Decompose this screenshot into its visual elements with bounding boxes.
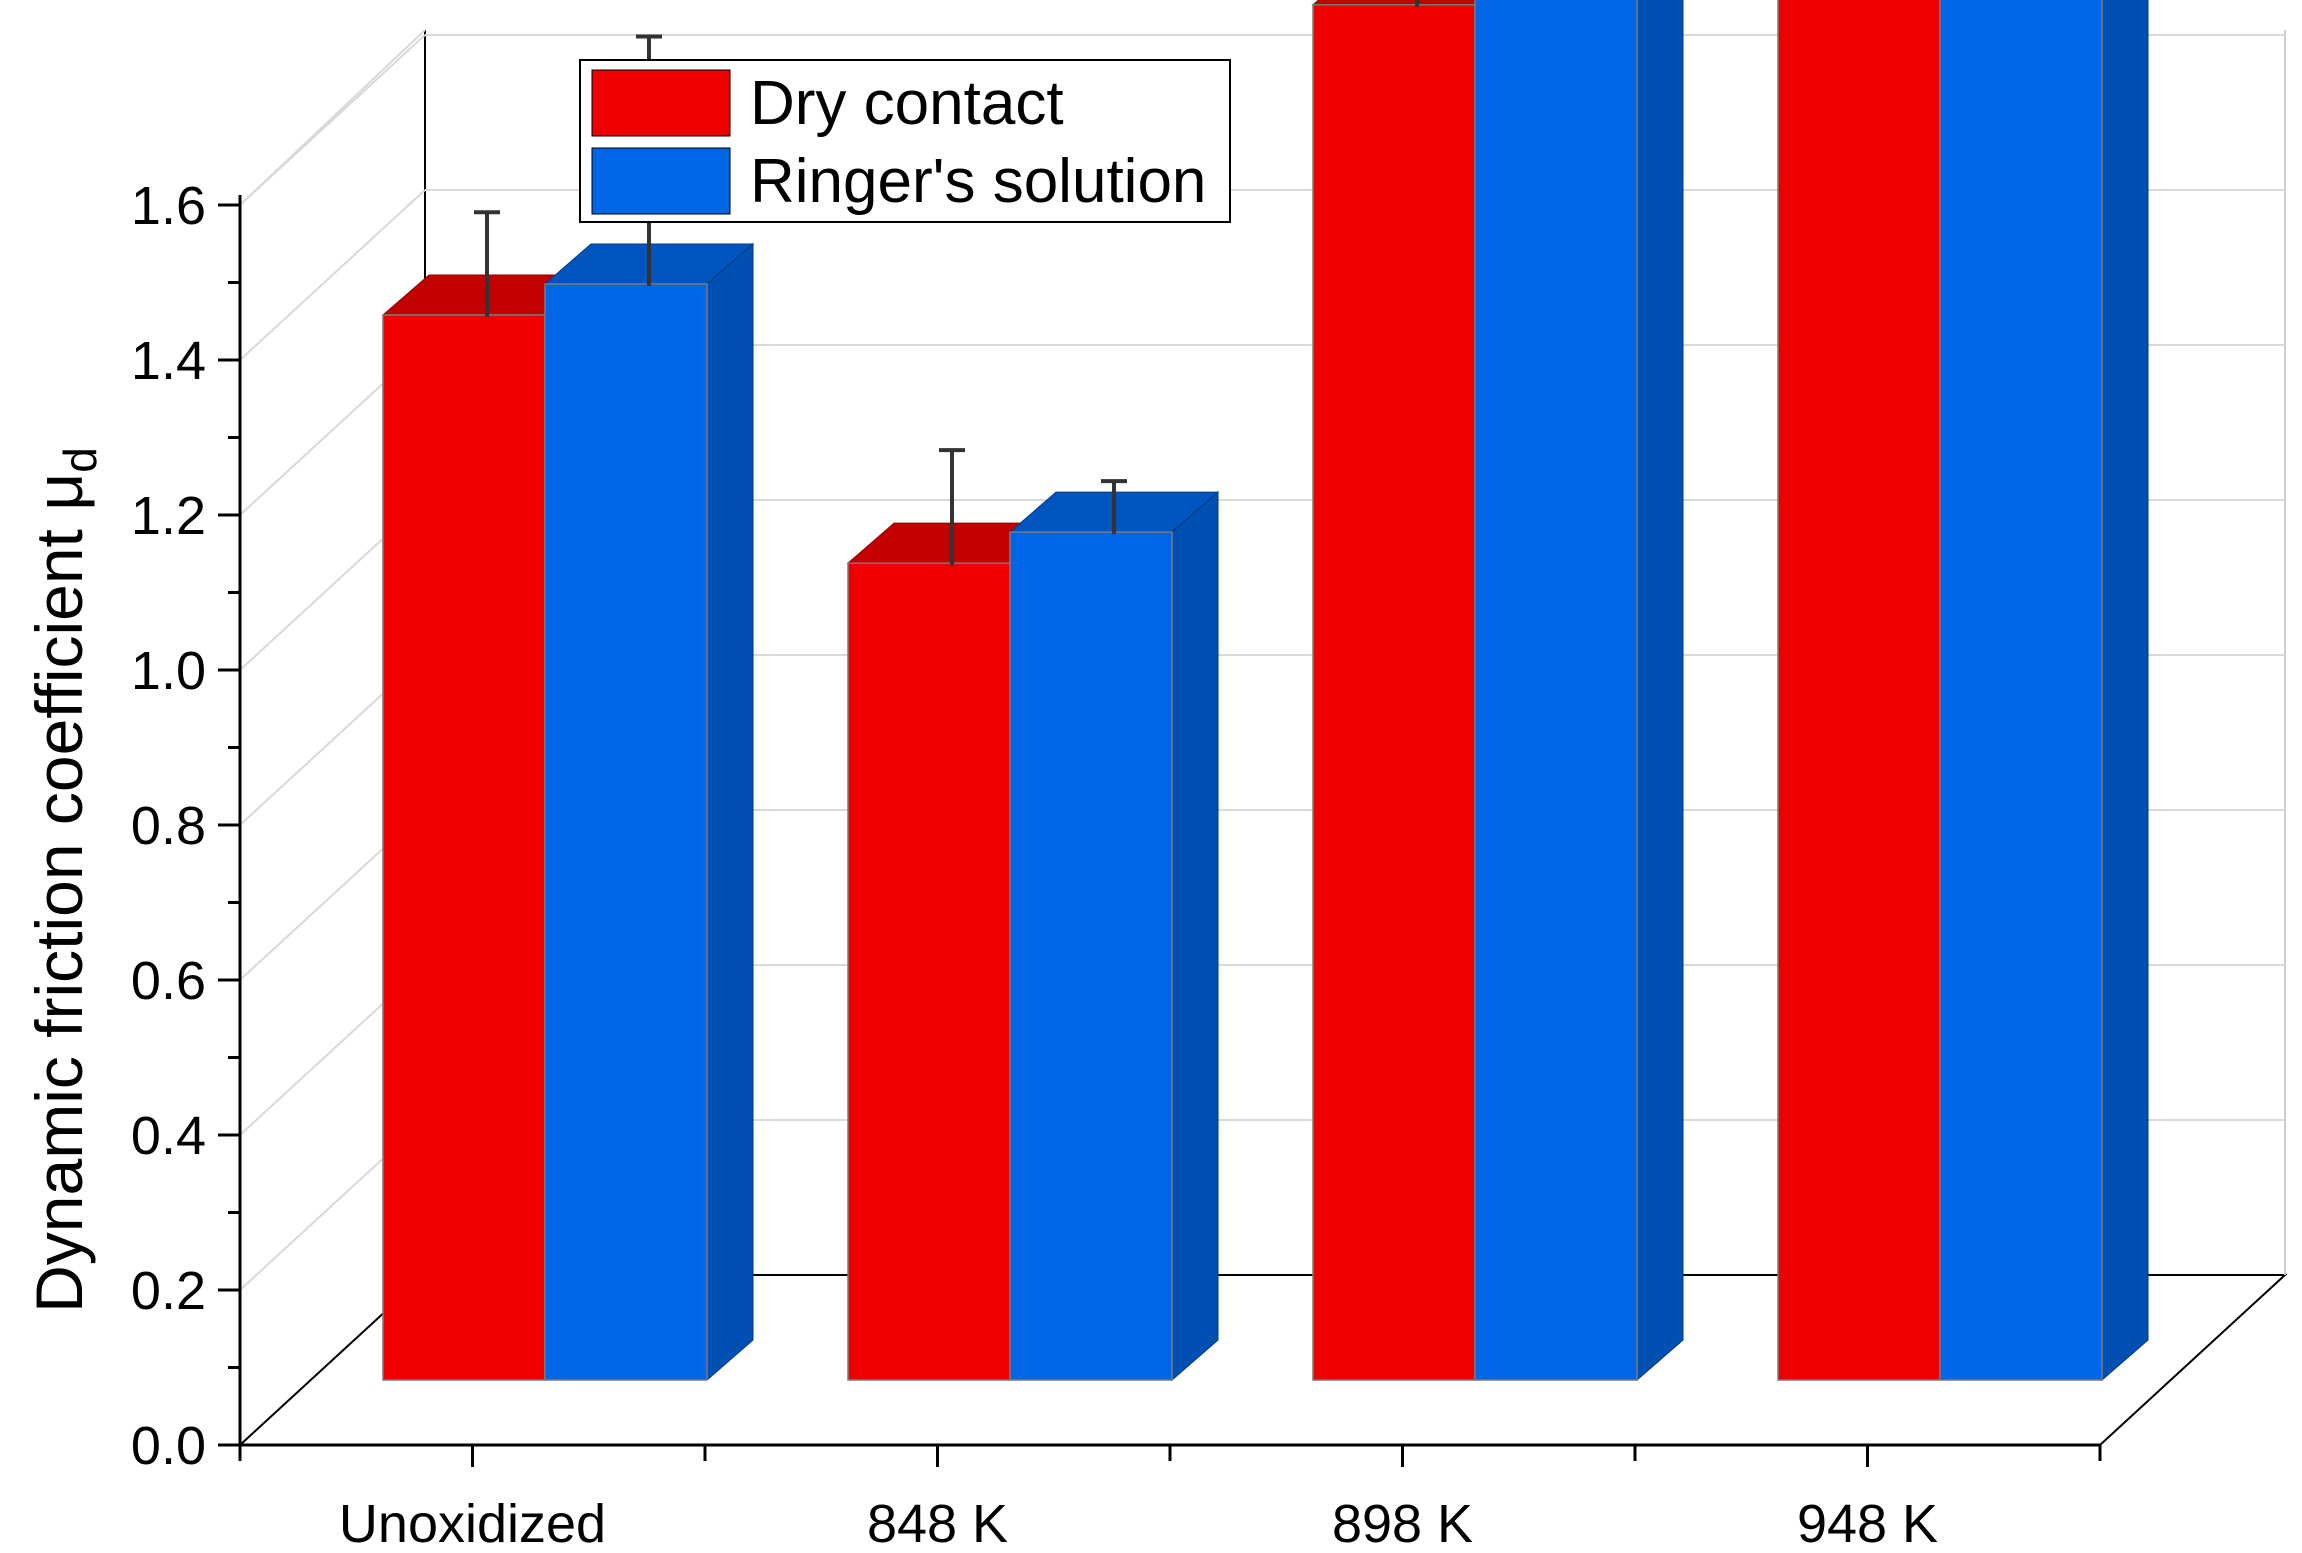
y-tick-label: 1.4	[131, 331, 206, 391]
bar-side-1-2	[1636, 0, 1684, 1382]
x-axis: Unoxidized 848 K 898 K 948 K	[238, 1443, 2102, 1553]
x-category-label: 898 K	[1332, 1494, 1473, 1553]
y-tick-label: 0.0	[131, 1416, 206, 1476]
gridline-diag-top	[239, 29, 426, 206]
bar-side-1-3	[2101, 0, 2149, 1382]
y-axis: 0.0 0.2 0.4 0.6 0.8 1.0 1.2 1.4 1.6	[131, 176, 242, 1476]
bar-1-0	[544, 283, 708, 1381]
y-tick-label: 0.8	[131, 796, 206, 856]
x-category-label: 948 K	[1797, 1494, 1938, 1553]
y-axis-title: Dynamic friction coefficient μd	[22, 447, 106, 1313]
bar-side-1-1	[1171, 491, 1219, 1382]
gridline-diag-1.4	[239, 189, 426, 361]
y-tick-label: 0.4	[131, 1106, 206, 1166]
bar-0-0	[382, 314, 546, 1381]
bar-0-3	[1777, 0, 1941, 1381]
bar-1-2	[1474, 0, 1638, 1381]
bar-side-1-0	[706, 242, 754, 1382]
bar-1-1	[1009, 531, 1173, 1381]
y-tick-label: 0.2	[131, 1261, 206, 1321]
bar-1-3	[1939, 0, 2103, 1381]
x-category-label: Unoxidized	[339, 1494, 606, 1553]
legend-swatch-dry-contact	[591, 69, 731, 137]
bars	[381, 0, 2149, 1382]
legend-label-dry-contact: Dry contact	[750, 69, 1064, 138]
legend-label-ringers-solution: Ringer's solution	[750, 147, 1206, 216]
x-category-label: 848 K	[867, 1494, 1008, 1553]
legend-swatch-ringers-solution	[591, 147, 731, 215]
bar-0-1	[847, 562, 1011, 1381]
y-tick-label: 1.2	[131, 486, 206, 546]
bar-0-2	[1312, 4, 1476, 1381]
y-tick-label: 1.6	[131, 176, 206, 236]
y-tick-label: 0.6	[131, 951, 206, 1011]
legend: Dry contact Ringer's solution	[579, 59, 1231, 223]
y-tick-label: 1.0	[131, 641, 206, 701]
